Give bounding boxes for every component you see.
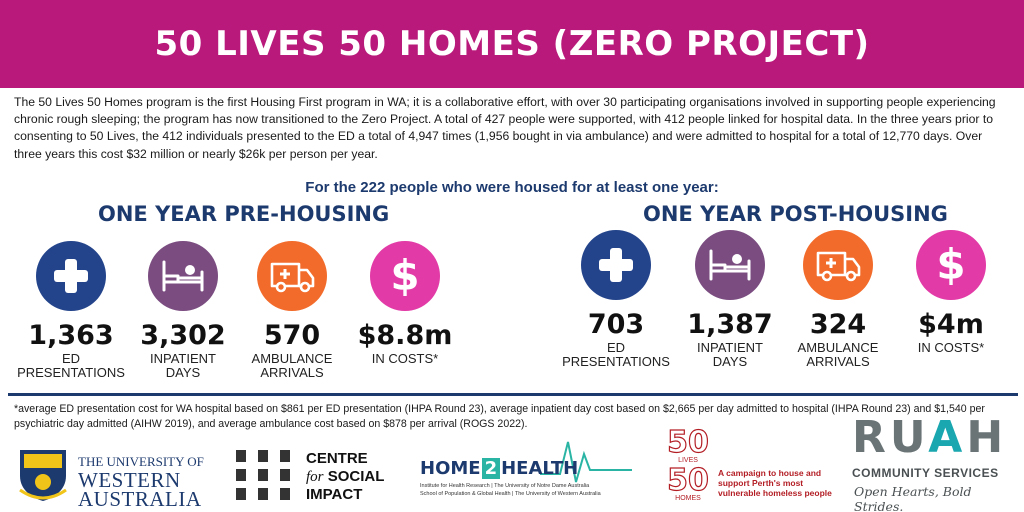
- ruah-ru: RU: [852, 412, 929, 463]
- stat-value: $8.8m: [357, 320, 453, 351]
- ambulance-icon: [803, 230, 873, 300]
- h2h-sub1: Institute for Health Research | The Univ…: [420, 483, 590, 489]
- stat-value: 324: [809, 309, 867, 340]
- home2health-subtitle: Institute for Health Research | The Univ…: [420, 482, 620, 498]
- post-ed-stat: 703 ED PRESENTATIONS: [546, 230, 686, 369]
- h2h-sub2: School of Population & Global Health | T…: [420, 491, 601, 497]
- housed-subheading: For the 222 people who were housed for a…: [305, 179, 719, 196]
- home2health-wordmark: HOME 2 HEALTH: [420, 458, 578, 479]
- dollar-icon: $: [916, 230, 986, 300]
- stat-label: AMBULANCE ARRIVALS: [797, 340, 879, 369]
- h2h-health: HEALTH: [501, 458, 579, 479]
- post-cost-stat: $ $4m IN COSTS*: [881, 230, 1021, 355]
- ambulance-icon: [257, 241, 327, 311]
- hospital-bed-icon: [148, 241, 218, 311]
- stat-label: INPATIENT DAYS: [697, 340, 763, 369]
- stat-value: $4m: [918, 309, 984, 340]
- uwa-wordmark: THE UNIVERSITY OF WESTERN AUSTRALIA: [78, 452, 204, 511]
- ruah-subtitle: COMMUNITY SERVICES: [852, 466, 999, 480]
- uwa-line3: AUSTRALIA: [78, 487, 202, 511]
- page-title: 50 LIVES 50 HOMES (ZERO PROJECT): [154, 24, 870, 64]
- dollar-icon: $: [370, 241, 440, 311]
- ruah-wordmark: RUAH: [852, 414, 1007, 462]
- pre-cost-stat: $ $8.8m IN COSTS*: [335, 241, 475, 366]
- pre-housing-title: ONE YEAR PRE-HOUSING: [98, 202, 390, 226]
- section-divider: [8, 393, 1018, 396]
- stat-label: ED PRESENTATIONS: [17, 351, 125, 380]
- h2h-two: 2: [481, 458, 501, 479]
- intro-paragraph: The 50 Lives 50 Homes program is the fir…: [14, 95, 996, 161]
- fifty-tagline: A campaign to house and support Perth's …: [718, 468, 832, 498]
- fifty-bottom: 50: [667, 463, 709, 498]
- uwa-line1: THE UNIVERSITY OF: [78, 454, 204, 469]
- post-ambulance-stat: 324 AMBULANCE ARRIVALS: [768, 230, 908, 369]
- fifty-top: 50: [667, 426, 709, 460]
- title-banner: 50 LIVES 50 HOMES (ZERO PROJECT): [0, 0, 1024, 88]
- pre-ambulance-stat: 570 AMBULANCE ARRIVALS: [222, 241, 362, 380]
- post-inpatient-stat: 1,387 INPATIENT DAYS: [660, 230, 800, 369]
- stat-value: 1,363: [28, 320, 114, 351]
- ruah-h: H: [966, 412, 1008, 463]
- csi-line2: SOCIAL: [327, 468, 385, 485]
- hospital-cross-icon: [581, 230, 651, 300]
- stat-label: ED PRESENTATIONS: [562, 340, 670, 369]
- cost-footnote: *average ED presentation cost for WA hos…: [14, 403, 985, 430]
- fifty-homes: HOMES: [675, 495, 701, 502]
- csi-pattern-icon: [234, 448, 296, 507]
- pre-inpatient-stat: 3,302 INPATIENT DAYS: [113, 241, 253, 380]
- csi-line1: CENTRE: [306, 450, 368, 467]
- stat-label: INPATIENT DAYS: [150, 351, 216, 380]
- uwa-line2: WESTERN: [78, 468, 181, 492]
- hospital-cross-icon: [36, 241, 106, 311]
- fifty-middle: LIVES: [678, 457, 698, 464]
- stat-label: IN COSTS*: [917, 340, 985, 355]
- ruah-tagline: Open Hearts, Bold Strides.: [854, 484, 972, 512]
- fifty-lives-logo: 50 LIVES 50 HOMES: [660, 424, 716, 512]
- csi-for: for: [306, 469, 324, 485]
- heartbeat-line-icon: [540, 436, 632, 491]
- h2h-home: HOME: [420, 458, 481, 479]
- stat-value: 570: [263, 320, 321, 351]
- csi-line2-row: for SOCIAL: [306, 468, 384, 486]
- post-housing-title: ONE YEAR POST-HOUSING: [643, 202, 948, 226]
- stat-label: AMBULANCE ARRIVALS: [251, 351, 333, 380]
- uwa-crest-icon: [14, 446, 72, 507]
- ruah-a: A: [928, 412, 967, 463]
- hospital-bed-icon: [695, 230, 765, 300]
- stat-label: IN COSTS*: [371, 351, 439, 366]
- pre-ed-stat: 1,363 ED PRESENTATIONS: [1, 241, 141, 380]
- csi-line3: IMPACT: [306, 486, 363, 503]
- stat-value: 703: [587, 309, 645, 340]
- csi-wordmark: CENTRE for SOCIAL IMPACT: [306, 450, 384, 504]
- stat-value: 1,387: [687, 309, 773, 340]
- stat-value: 3,302: [140, 320, 226, 351]
